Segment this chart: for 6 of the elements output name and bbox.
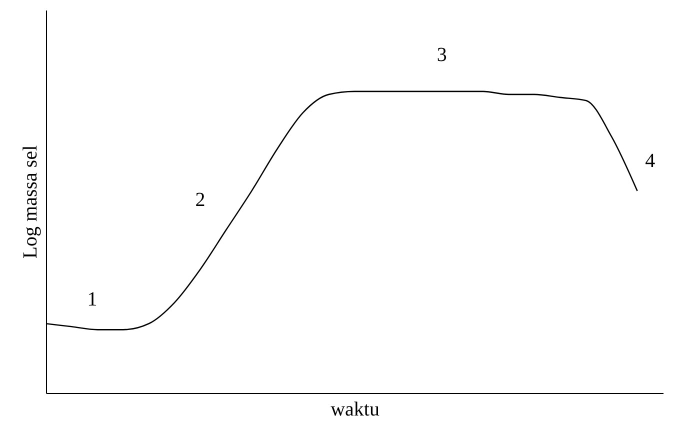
annotation: 1	[87, 288, 98, 311]
annotation: 2	[195, 188, 206, 211]
y-axis-title: Log massa sel	[20, 144, 42, 259]
text: 3	[436, 44, 447, 66]
annotation: 4	[645, 150, 656, 172]
x-axis-title: waktu	[330, 398, 380, 420]
